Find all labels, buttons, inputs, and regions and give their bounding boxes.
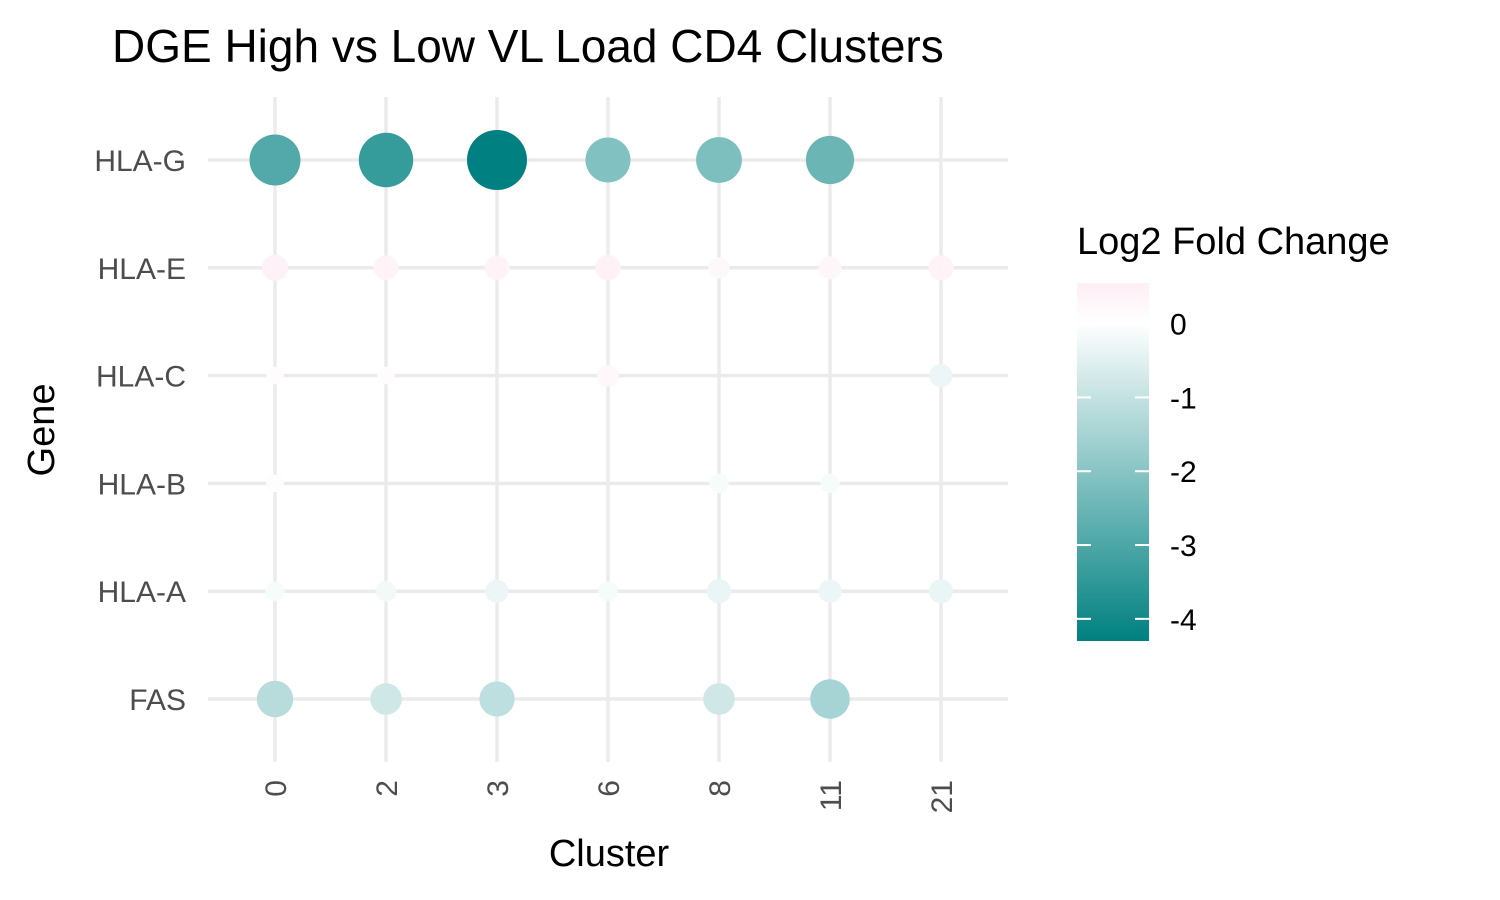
data-point: [370, 683, 402, 715]
y-tick-label: HLA-B: [98, 468, 186, 501]
legend-tick-label: -1: [1170, 382, 1197, 415]
y-tick-label: HLA-C: [96, 361, 186, 394]
y-axis-ticks: FAS HLA-A HLA-B HLA-C HLA-E HLA-G: [94, 145, 186, 717]
data-point: [708, 257, 730, 279]
data-point: [265, 581, 285, 601]
y-tick-label: HLA-G: [94, 145, 186, 178]
data-point: [818, 256, 842, 280]
data-point: [595, 254, 621, 281]
data-point: [598, 581, 618, 601]
x-tick-label: 6: [593, 780, 626, 797]
legend-ticks: 0 -1 -2 -3 -4: [1077, 309, 1197, 637]
data-point: [485, 579, 509, 603]
x-tick-label: 21: [926, 780, 959, 813]
data-point: [484, 255, 510, 281]
x-tick-label: 8: [704, 780, 737, 797]
y-tick-label: HLA-E: [98, 253, 186, 286]
data-points: [249, 130, 954, 719]
data-point: [929, 364, 953, 388]
data-point: [928, 255, 954, 281]
x-tick-label: 2: [371, 780, 404, 797]
data-point: [696, 137, 742, 183]
data-point: [703, 683, 735, 715]
x-tick-label: 11: [815, 780, 848, 811]
x-axis-title: Cluster: [549, 833, 670, 875]
x-axis-ticks: 0 2 3 6 8 11 21: [260, 780, 959, 813]
data-point: [256, 680, 294, 718]
x-tick-label: 3: [482, 780, 515, 797]
legend-title: Log2 Fold Change: [1077, 221, 1390, 263]
data-point: [585, 137, 631, 183]
data-point: [373, 255, 399, 281]
legend-tick-label: -3: [1170, 530, 1197, 563]
data-point: [479, 681, 515, 717]
data-point: [377, 366, 395, 385]
y-axis-title: Gene: [21, 384, 63, 477]
data-point: [266, 366, 284, 385]
color-legend: Log2 Fold Change 0 -1 -2 -3 -4: [1077, 221, 1390, 641]
data-point: [597, 364, 619, 387]
legend-tick-label: -4: [1170, 604, 1197, 637]
y-tick-label: FAS: [129, 684, 186, 717]
data-point: [261, 254, 289, 281]
legend-tick-label: -2: [1170, 456, 1197, 489]
data-point: [358, 132, 414, 188]
data-point: [928, 579, 954, 604]
data-point: [249, 134, 301, 186]
data-point: [820, 473, 840, 494]
data-point: [467, 130, 527, 190]
data-point: [818, 579, 842, 603]
x-tick-label: 0: [260, 780, 293, 797]
legend-tick-label: 0: [1170, 309, 1187, 342]
y-tick-label: HLA-A: [98, 576, 186, 609]
data-point: [709, 473, 729, 494]
chart-title: DGE High vs Low VL Load CD4 Clusters: [112, 20, 944, 72]
data-point: [266, 474, 284, 493]
legend-color-bar: [1077, 283, 1149, 641]
data-point: [805, 135, 855, 185]
data-point: [810, 679, 850, 719]
data-point: [706, 579, 732, 604]
data-point: [375, 580, 397, 602]
grid-lines: [208, 97, 1008, 762]
